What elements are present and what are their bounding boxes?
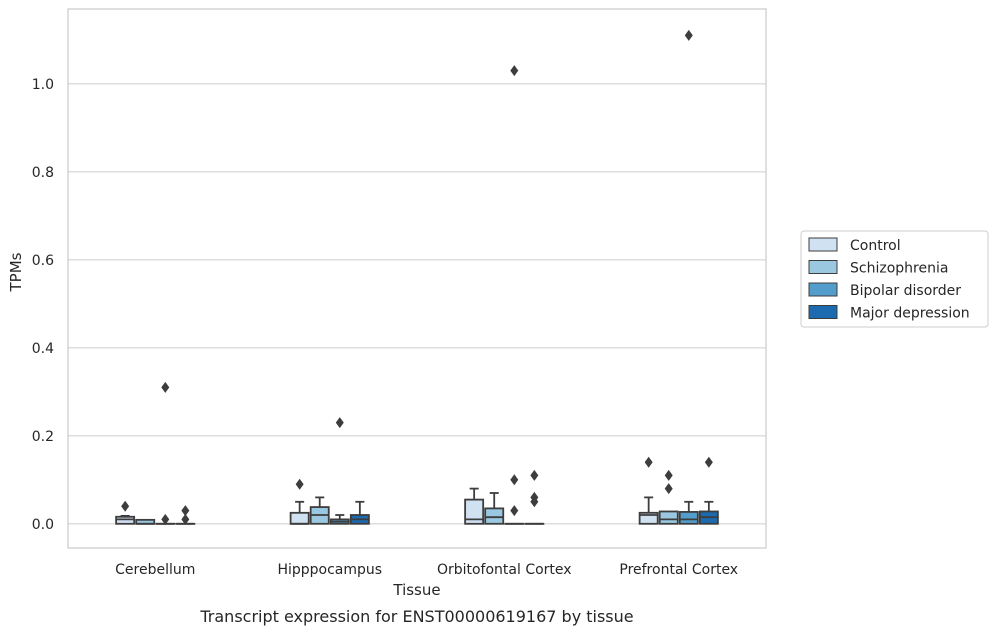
outlier-point [295,478,304,490]
y-axis-ticks: 0.0 0.2 0.4 0.6 0.8 1.0 [32,77,54,533]
y-tick-label: 0.6 [32,253,54,269]
outlier-point [644,456,653,468]
x-tick-label: Hipppocampus [277,562,382,578]
legend-item: Schizophrenia [808,260,948,277]
box-body [638,511,659,525]
outlier-point [530,496,539,508]
box [658,469,679,525]
outlier-point [664,483,673,495]
legend-swatch [808,282,838,297]
box [115,500,136,525]
box-body [464,498,485,525]
box [175,505,196,525]
outlier-point [335,417,344,429]
box [309,496,330,525]
box [135,518,156,525]
box [329,417,350,525]
outlier-point [510,505,519,517]
legend-swatch [808,260,838,274]
box-body [658,510,679,525]
plot-area [115,29,719,525]
legend-frame [800,230,989,328]
legend-label: Major depression [850,306,970,322]
x-tick-label: Prefrontal Cortex [619,562,738,578]
outlier-point [664,469,673,481]
x-tick-label: Orbitofontal Cortex [437,562,572,578]
legend-swatch [808,237,838,252]
y-tick-label: 0.0 [32,517,54,533]
x-axis-ticks: Cerebellum Hipppocampus Orbitofontal Corte… [115,562,738,578]
box [678,29,699,525]
x-axis-label: Tissue [392,581,440,599]
outlier-point [510,474,519,486]
box [464,487,485,525]
legend-swatch [808,305,838,319]
legend-item: Control [808,237,901,254]
box [484,492,505,525]
box [698,456,719,525]
box-body [289,511,310,525]
box [155,381,176,525]
outlier-point [510,65,519,77]
legend: Control Schizophrenia Bipolar disorder Majo… [800,230,989,328]
box [638,456,659,525]
legend-label: Schizophrenia [850,261,948,277]
plot-frame [67,8,767,549]
outlier-point [121,500,130,512]
box-body [484,507,505,525]
outlier-point [181,513,190,525]
box [504,65,525,525]
legend-label: Control [850,238,901,254]
legend-item: Bipolar disorder [808,282,961,299]
chart-caption: Transcript expression for ENST0000061916… [199,607,633,626]
outlier-point [530,469,539,481]
box-body [678,511,699,525]
outlier-point [181,505,190,517]
outlier-point [684,29,693,41]
outlier-point [161,381,170,393]
legend-label: Bipolar disorder [850,283,961,299]
y-axis-label: TPMs [7,252,25,292]
x-tick-label: Cerebellum [115,562,195,578]
outlier-point [161,513,170,525]
legend-item: Major depression [808,305,970,322]
box [289,478,310,525]
y-tick-label: 0.8 [32,165,54,181]
box [349,500,370,525]
y-tick-label: 1.0 [32,77,54,93]
box [524,469,545,525]
y-tick-label: 0.2 [32,429,54,445]
y-tick-label: 0.4 [32,341,54,357]
outlier-point [704,456,713,468]
